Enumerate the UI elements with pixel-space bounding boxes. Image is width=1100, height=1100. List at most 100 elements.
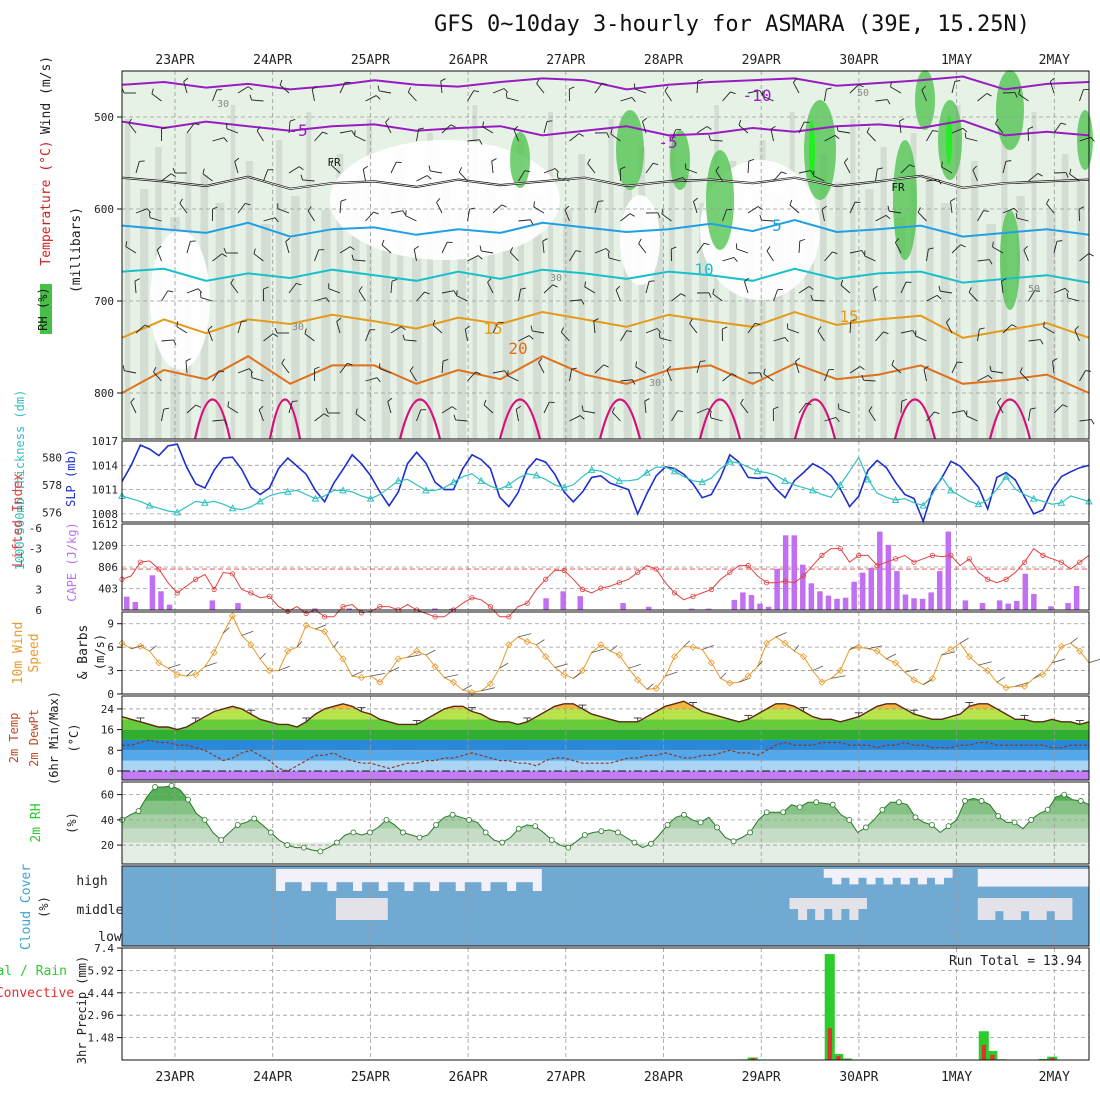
- surface-wind-barb: [499, 662, 509, 669]
- wind-barb-shaft: [996, 402, 1004, 414]
- wind-barb-feather: [172, 167, 176, 174]
- rh-band: [122, 814, 1089, 829]
- wind-barb-shaft: [365, 211, 374, 222]
- wind-barb: [515, 405, 521, 422]
- wind-barb: [351, 254, 366, 262]
- temperature-band: [122, 701, 1089, 709]
- wind-barb-shaft: [263, 217, 276, 222]
- rh-marker: [763, 809, 770, 816]
- isotherm-10: [121, 267, 1090, 284]
- wind-barb-feather: [298, 166, 304, 171]
- high-cloud-cell: [1071, 869, 1081, 887]
- wind-barb: [1079, 370, 1091, 382]
- x-tick-label-bottom: 27APR: [546, 1070, 585, 1085]
- rh-moist-region: [616, 110, 644, 190]
- wind-barb: [1043, 321, 1055, 334]
- wind-speed-marker: [1076, 647, 1084, 655]
- wind-barb-feather: [601, 82, 608, 86]
- rh-marker: [185, 796, 192, 803]
- wind-barb: [186, 288, 203, 294]
- wind-barb-shaft: [237, 368, 250, 374]
- wind-barb: [199, 292, 213, 302]
- wind-barb-shaft: [762, 95, 774, 102]
- high-cloud-cell: [464, 869, 474, 883]
- wind-barb-feather: [759, 214, 762, 221]
- wind-speed-marker: [928, 674, 937, 682]
- wind-barb: [226, 123, 239, 134]
- wind-barb: [1066, 292, 1080, 302]
- wind-barb-feather: [828, 369, 835, 371]
- wind-barb-shaft: [186, 288, 199, 294]
- cape-bar: [740, 592, 746, 610]
- wind-barb-shaft: [900, 400, 903, 414]
- mid-cloud-cell: [1011, 898, 1022, 920]
- wind-barb: [207, 325, 213, 342]
- lifted-index-marker: [358, 610, 365, 616]
- y-tick-label: 0: [107, 688, 114, 701]
- high-cloud-cell: [926, 869, 936, 878]
- precip-legend-total-rain: Total / Rain: [0, 964, 67, 979]
- wind-barb-shaft: [390, 281, 393, 294]
- rh-moist-region: [996, 70, 1024, 150]
- wind-barb: [736, 243, 749, 254]
- precip-convective-bar: [981, 1044, 987, 1060]
- high-cloud-cell: [866, 869, 876, 885]
- surface-wind-barb: [683, 640, 691, 647]
- wind-barb-feather: [858, 84, 864, 88]
- wind-barb-shaft: [966, 415, 978, 422]
- wind-speed-marker: [781, 639, 789, 647]
- rh-grey-band: [260, 224, 271, 439]
- rh-grey-band: [442, 175, 450, 439]
- wind-barb-feather: [292, 400, 298, 402]
- wind-barb-shaft: [926, 294, 938, 302]
- x-tick-label-bottom: 2MAY: [1039, 1070, 1070, 1085]
- wind-barb-shaft: [1074, 329, 1080, 342]
- wind-barb-shaft: [125, 246, 137, 254]
- wind-barb: [838, 403, 851, 414]
- rh-marker: [978, 798, 985, 804]
- x-tick-label-bottom: 23APR: [155, 1070, 194, 1085]
- rh-grey-band: [427, 133, 433, 439]
- rh-grey-band: [306, 112, 312, 439]
- high-cloud-cell: [917, 869, 927, 885]
- wind-barb-feather: [241, 320, 247, 322]
- wind-barb-shaft: [1043, 326, 1055, 334]
- rh-marker: [747, 829, 754, 836]
- rh-grey-band: [457, 203, 467, 439]
- wind-barb-feather: [504, 370, 509, 376]
- wind-barb: [872, 285, 878, 302]
- wind-barb: [899, 118, 905, 134]
- wind-barb: [487, 277, 494, 294]
- wind-barb: [1023, 245, 1029, 262]
- wind-barb-feather: [689, 318, 693, 324]
- wind-barb: [772, 406, 779, 422]
- rh-grey-band: [895, 217, 905, 439]
- rh-grey-band: [910, 133, 917, 439]
- wind-barb-feather: [891, 359, 895, 366]
- wind-barb-feather: [629, 213, 635, 217]
- rh-marker: [400, 829, 406, 836]
- high-cloud-cell: [353, 869, 363, 891]
- lifted-index-marker: [911, 559, 917, 565]
- wind-barb: [274, 327, 289, 334]
- wind-barb-shaft: [314, 131, 323, 142]
- wind-speed-marker: [873, 647, 881, 655]
- rh-marker: [829, 801, 836, 808]
- y-tick-label: 5.92: [88, 964, 115, 977]
- wind-barb: [185, 358, 191, 374]
- wind-barb-shaft: [543, 121, 548, 134]
- y-tick-label: 4.44: [88, 987, 115, 1000]
- wind-barb-feather: [950, 198, 956, 202]
- wind-barb-feather: [381, 239, 385, 246]
- wind-barb-shaft: [413, 249, 417, 262]
- wind-barb: [543, 284, 558, 294]
- wind-barb-feather: [426, 175, 432, 180]
- wind-barb: [492, 88, 509, 94]
- wind-barb-shaft: [302, 179, 315, 182]
- lifted-index-marker: [543, 576, 549, 582]
- wind-barb-shaft: [696, 408, 709, 414]
- rh-marker: [846, 816, 853, 823]
- wind-barb: [620, 379, 636, 385]
- wind-barb-feather: [336, 317, 342, 322]
- wind-barb-feather: [1027, 126, 1034, 130]
